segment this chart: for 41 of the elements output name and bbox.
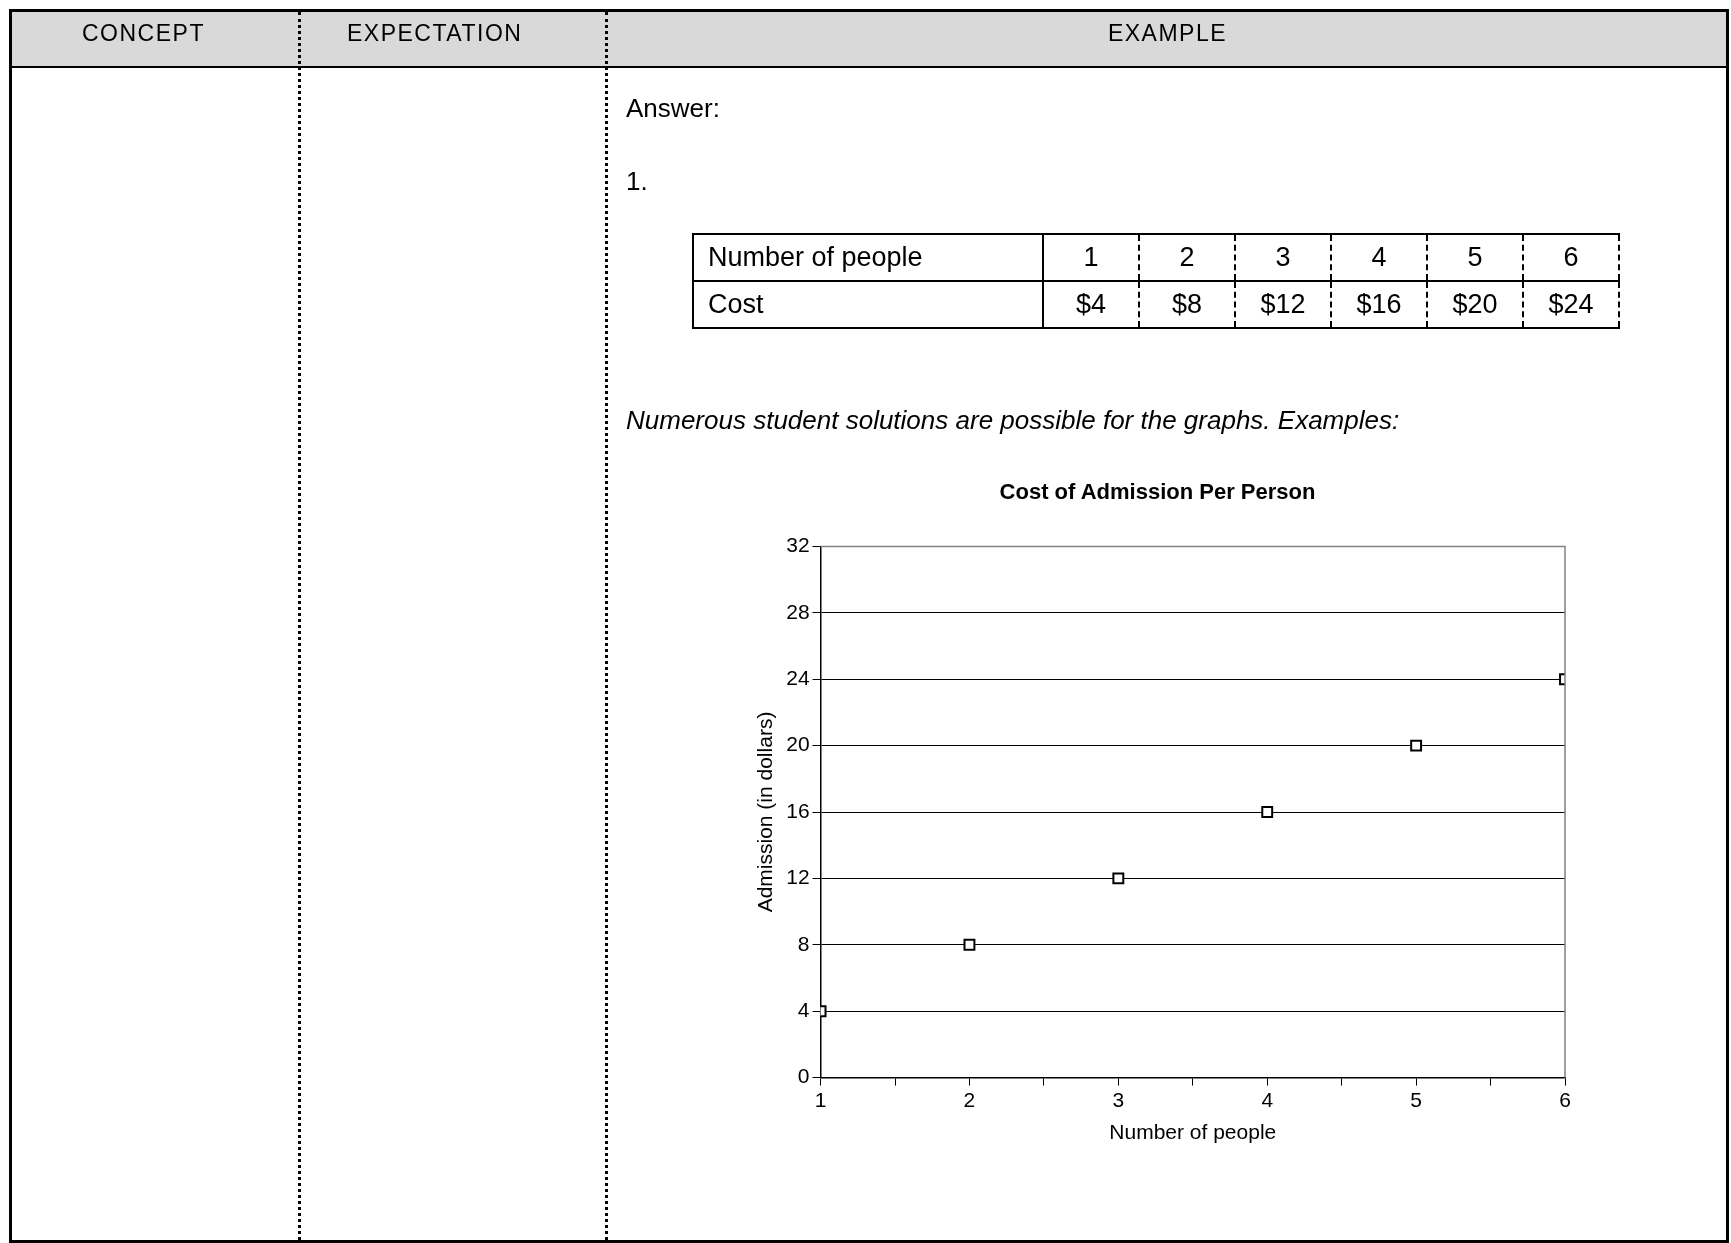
text: $20	[1427, 281, 1523, 328]
text: EXPECTATION	[347, 20, 523, 47]
point	[963, 938, 976, 951]
text: Number of people	[693, 234, 1043, 281]
y-tick-label: 12	[786, 865, 810, 889]
x-tick-label: 6	[1559, 1088, 1571, 1111]
text: 6	[1523, 234, 1619, 281]
text: $12	[1235, 281, 1331, 328]
y-tick-label: 0	[797, 1064, 810, 1088]
y-axis-title: Admission (in dollars)	[753, 711, 777, 913]
x-tick-label: 2	[963, 1088, 976, 1111]
text: 1.	[626, 166, 648, 197]
y-tick-label: 32	[786, 533, 810, 557]
text: 1	[1043, 234, 1139, 281]
text: 5	[1427, 234, 1523, 281]
y-tick-label: 24	[786, 666, 810, 689]
y-tick-label: 28	[786, 599, 810, 623]
text: Answer:	[626, 93, 720, 124]
text: CONCEPT	[82, 20, 205, 47]
point	[1112, 872, 1125, 885]
text: $4	[1043, 281, 1139, 328]
text: $8	[1139, 281, 1235, 328]
y-tick-label: 8	[797, 931, 810, 955]
text: 4	[1331, 234, 1427, 281]
point	[1261, 806, 1274, 818]
text: EXAMPLE	[1106, 20, 1229, 47]
text: $24	[1523, 281, 1619, 328]
y-tick-label: 16	[786, 798, 810, 822]
y-tick-label: 20	[786, 732, 810, 756]
x-tick-label: 5	[1410, 1088, 1422, 1111]
x-axis-title: Number of people	[1109, 1120, 1277, 1144]
x-tick-label: 1	[814, 1088, 827, 1111]
x-tick-label: 4	[1261, 1088, 1274, 1111]
text: 2	[1139, 234, 1235, 281]
chart-title: Cost of Admission Per Person	[999, 479, 1316, 505]
text: Numerous student solutions are possible for the graphs. Examples:	[626, 405, 1400, 436]
text: Cost	[693, 281, 1043, 328]
text: $16	[1331, 281, 1427, 328]
x-tick-label: 3	[1112, 1088, 1125, 1111]
text: 3	[1235, 234, 1331, 281]
y-tick-label: 4	[797, 998, 810, 1021]
